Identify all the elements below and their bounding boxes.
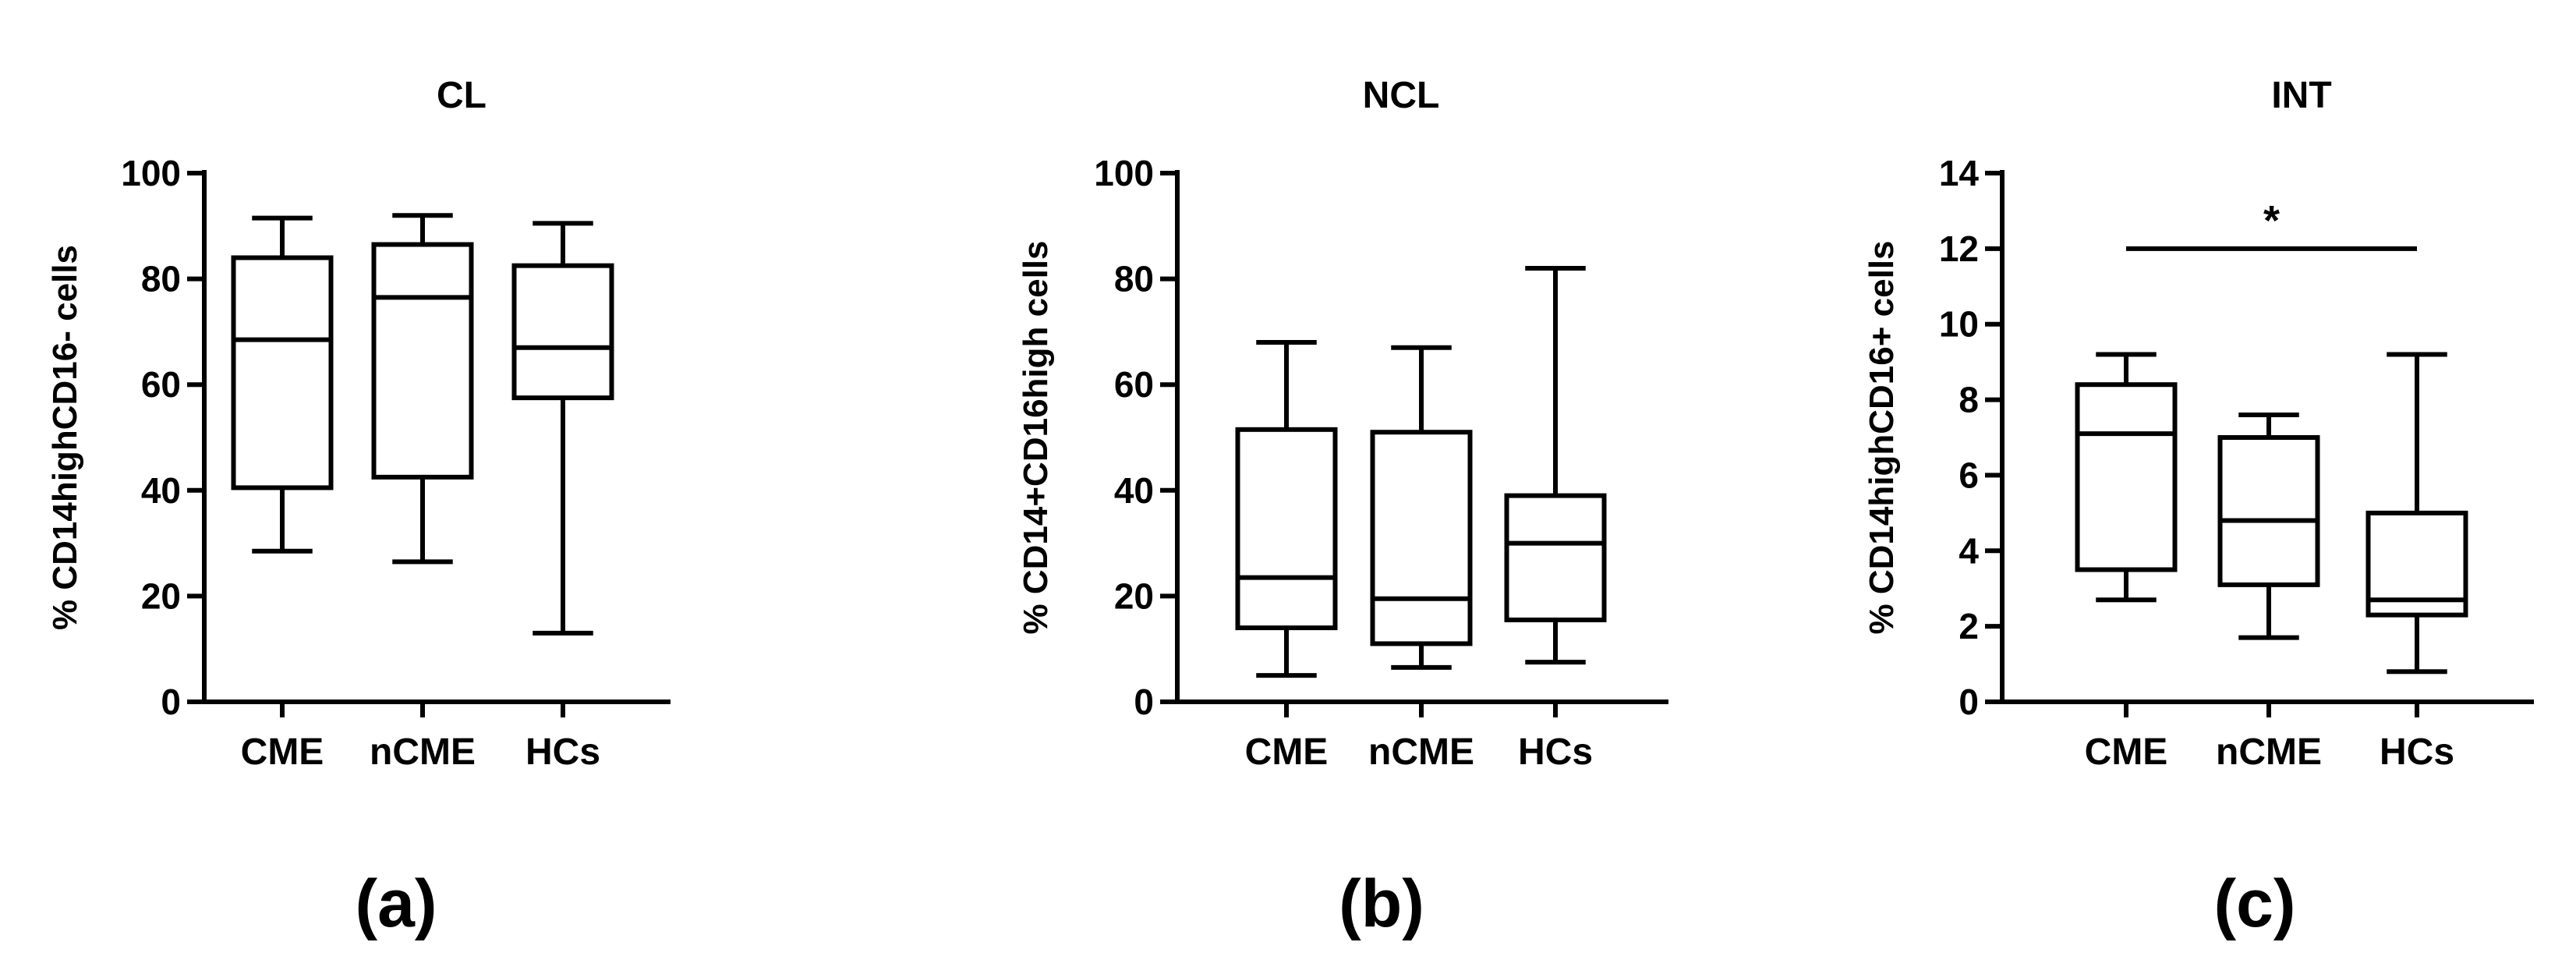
y-tick-label: 0 <box>161 682 181 722</box>
y-tick-label: 8 <box>1959 380 1979 420</box>
box-hcs <box>1504 266 1607 665</box>
y-tick-label: 0 <box>1134 682 1154 722</box>
y-tick-label: 20 <box>141 576 181 616</box>
panel-label: (a) <box>355 866 437 941</box>
significance-star: * <box>2263 197 2280 244</box>
box-iqr <box>2217 435 2320 587</box>
box-cme <box>1235 339 1338 678</box>
box-iqr <box>1504 493 1607 622</box>
chart-panel-b: NCL % CD14+CD16high cells 0 20 40 60 80 100 CME n… <box>1017 75 1668 941</box>
chart-title: NCL <box>1363 75 1440 116</box>
box-hcs <box>2365 352 2468 675</box>
chart-title: CL <box>437 75 487 116</box>
box-iqr <box>1235 427 1338 631</box>
x-tick-label: nCME <box>370 731 476 773</box>
y-tick-label: 12 <box>1939 228 1979 269</box>
y-tick-label: 6 <box>1959 455 1979 495</box>
box-iqr <box>371 242 474 480</box>
x-tick-label: nCME <box>1368 731 1474 773</box>
x-tick-label: CME <box>1245 731 1329 773</box>
box-hcs <box>511 221 614 636</box>
chart-title: INT <box>2271 75 2331 116</box>
panel-label: (b) <box>1339 866 1424 941</box>
box-iqr <box>1370 430 1473 646</box>
y-tick-label: 0 <box>1959 682 1979 722</box>
box-ncme <box>2217 412 2320 640</box>
box-ncme <box>371 213 474 565</box>
box-cme <box>2075 352 2178 603</box>
y-tick-label: 4 <box>1959 530 1979 571</box>
x-tick-label: HCs <box>2380 731 2454 773</box>
box-iqr <box>231 255 334 491</box>
panel-label: (c) <box>2213 866 2295 941</box>
x-tick-label: HCs <box>525 731 600 773</box>
chart-panel-a: CL % CD14highCD16- cells 0 20 40 60 80 100 CME nC… <box>46 75 671 941</box>
y-tick-label: 14 <box>1939 153 1980 193</box>
y-tick-label: 2 <box>1959 606 1979 646</box>
y-tick-label: 40 <box>1114 470 1154 511</box>
y-tick-label: 40 <box>141 470 181 511</box>
y-tick-label: 10 <box>1939 304 1979 345</box>
y-axis-label: % CD14+CD16high cells <box>1017 241 1055 635</box>
y-axis-label: % CD14highCD16+ cells <box>1863 241 1901 635</box>
x-tick-label: CME <box>2085 731 2168 773</box>
y-tick-label: 60 <box>1114 364 1154 405</box>
box-iqr <box>2075 382 2178 572</box>
box-cme <box>231 215 334 554</box>
x-tick-label: HCs <box>1518 731 1593 773</box>
y-tick-label: 100 <box>121 153 181 193</box>
x-tick-label: nCME <box>2216 731 2322 773</box>
y-tick-label: 100 <box>1094 153 1154 193</box>
x-tick-label: CME <box>241 731 324 773</box>
y-tick-label: 20 <box>1114 576 1154 616</box>
chart-panel-c: INT % CD14highCD16+ cells 0 2 4 6 8 10 12 14 CME nC… <box>1863 75 2534 941</box>
box-iqr <box>511 263 614 401</box>
y-axis-label: % CD14highCD16- cells <box>46 245 84 630</box>
y-tick-label: 80 <box>141 259 181 299</box>
box-ncme <box>1370 345 1473 670</box>
y-tick-label: 80 <box>1114 259 1154 299</box>
y-tick-label: 60 <box>141 364 181 405</box>
